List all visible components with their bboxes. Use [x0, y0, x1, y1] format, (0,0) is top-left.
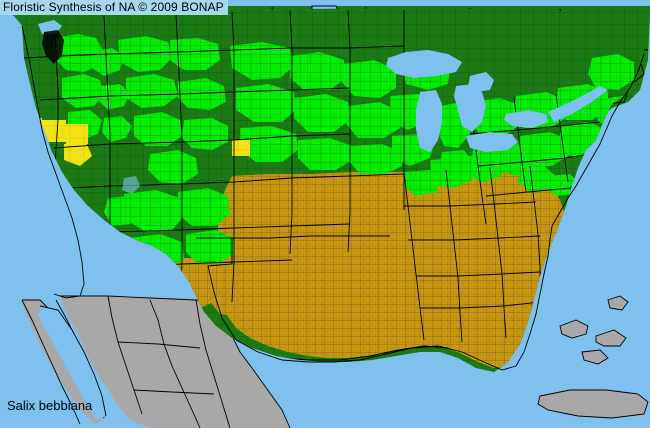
lake-huron [454, 84, 486, 132]
region-caribbean [537, 295, 649, 419]
rare-county-or-3 [66, 124, 88, 144]
species-name-label: Salix bebbiana [7, 398, 93, 413]
lake-ontario [504, 110, 548, 128]
lake-michigan [416, 90, 442, 152]
great-lakes [38, 20, 608, 338]
lake-superior [386, 50, 462, 78]
map-title-band: Floristic Synthesis of NA © 2009 BONAP [0, 0, 228, 15]
rare-county-or-2 [42, 120, 66, 142]
rare-county-ne-1 [232, 140, 250, 156]
rare-county-or-4 [64, 142, 92, 166]
lake-erie [466, 132, 518, 152]
coastlines [21, 25, 645, 425]
